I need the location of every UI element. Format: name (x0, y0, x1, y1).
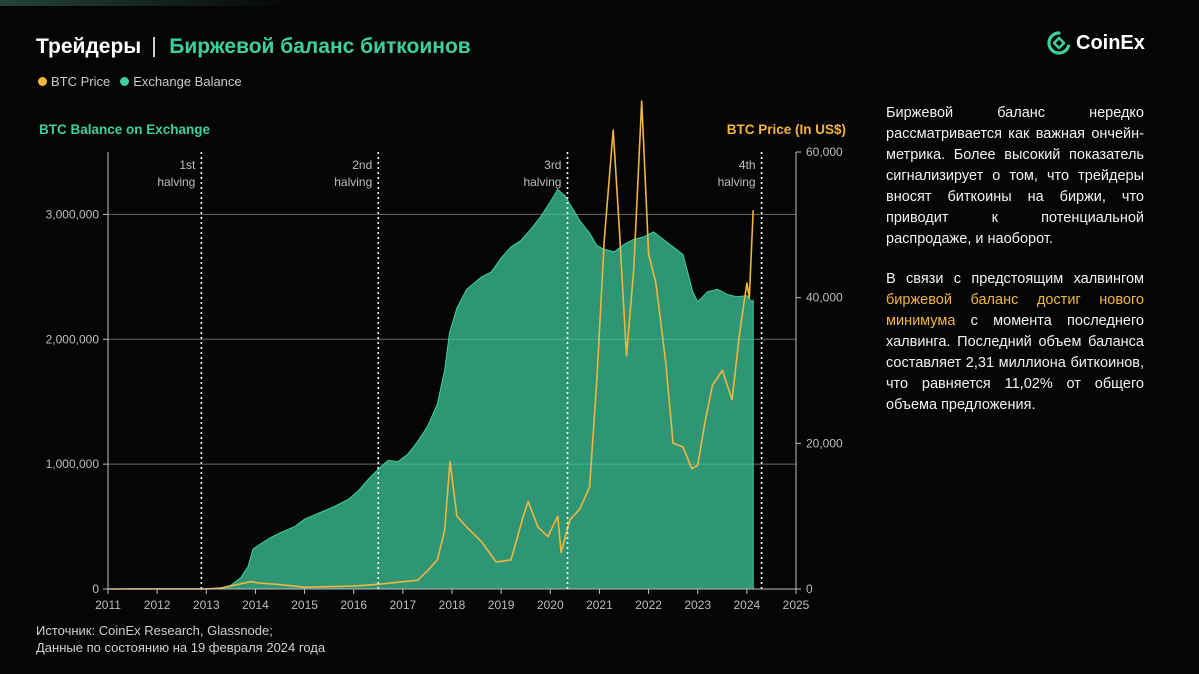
halving-label-word: halving (523, 175, 561, 189)
left-axis-title: BTC Balance on Exchange (39, 122, 211, 137)
x-tick-label: 2014 (242, 598, 269, 612)
x-tick-label: 2015 (291, 598, 318, 612)
source-line-2: Данные по состоянию на 19 февраля 2024 г… (36, 640, 326, 655)
header: Трейдеры Биржевой баланс биткоинов (36, 32, 471, 62)
left-tick-label: 1,000,000 (46, 457, 100, 471)
legend-label-exchange-balance: Exchange Balance (133, 74, 242, 89)
x-tick-label: 2016 (340, 598, 367, 612)
legend-dot-btc-price (38, 77, 47, 86)
legend-item-btc-price: BTC Price (38, 74, 110, 89)
x-tick-label: 2018 (439, 598, 466, 612)
x-tick-label: 2017 (390, 598, 417, 612)
right-tick-label: 60,000 (806, 145, 843, 159)
right-tick-label: 40,000 (806, 291, 843, 305)
right-tick-label: 20,000 (806, 436, 843, 450)
halving-label-number: 4th (739, 158, 756, 172)
source-line-1: Источник: CoinEx Research, Glassnode; (36, 623, 273, 638)
side-commentary: Биржевой баланс нередко рассматривается … (886, 103, 1144, 435)
source-note: Источник: CoinEx Research, Glassnode; Да… (36, 622, 325, 656)
halving-label-number: 1st (179, 158, 196, 172)
title-separator (153, 37, 156, 57)
axis-layer: 0 1,000,000 2,000,000 3,000,000 0 20,000 40,00… (46, 145, 843, 612)
logo-text: CoinEx (1076, 31, 1145, 54)
left-tick-label: 0 (92, 582, 99, 596)
btc-price-line (107, 100, 754, 590)
commentary-paragraph-1: Биржевой баланс нередко рассматривается … (886, 105, 1144, 247)
commentary-p2-start: В связи с предстоящим халвингом (886, 271, 1144, 287)
halving-label-number: 2nd (352, 158, 372, 172)
left-tick-label: 3,000,000 (46, 207, 100, 221)
legend-item-exchange-balance: Exchange Balance (120, 74, 242, 89)
legend-dot-exchange-balance (120, 77, 130, 86)
halving-label-number: 3rd (544, 158, 561, 172)
x-tick-label: 2020 (537, 598, 564, 612)
page-title: Трейдеры (36, 35, 142, 58)
x-tick-label: 2022 (635, 598, 662, 612)
x-tick-label: 2021 (586, 598, 613, 612)
x-tick-label: 2013 (193, 598, 220, 612)
halving-label-word: halving (718, 175, 756, 189)
x-tick-label: 2019 (488, 598, 515, 612)
legend: BTC Price Exchange Balance (38, 74, 252, 89)
x-tick-label: 2024 (734, 598, 761, 612)
halving-label-word: halving (157, 175, 195, 189)
legend-label-btc-price: BTC Price (51, 74, 111, 89)
balance-price-chart: BTC Balance on Exchange BTC Price (In US… (39, 100, 846, 612)
exchange-balance-area (215, 188, 754, 590)
coinex-logo-icon (1047, 31, 1071, 55)
x-tick-label: 2023 (684, 598, 711, 612)
commentary-highlight: биржевой баланс достиг нового минимума (886, 292, 1144, 329)
coinex-logo: CoinEx (1046, 30, 1145, 56)
x-tick-label: 2012 (144, 598, 171, 612)
top-glow (0, 0, 300, 6)
right-axis-title: BTC Price (In US$) (727, 122, 846, 137)
right-tick-label: 0 (806, 582, 813, 596)
halving-label-word: halving (334, 175, 372, 189)
halving-layer: 1st halving 2nd halving 3rd halving 4th halving (157, 152, 763, 589)
left-tick-label: 2,000,000 (46, 332, 100, 346)
commentary-p2-end: с момента последнего халвинга. Последний… (886, 313, 1144, 413)
commentary-paragraph-2: В связи с предстоящим халвингом биржевой… (886, 269, 1144, 416)
area-layer (215, 188, 754, 590)
price-layer (107, 100, 754, 590)
x-tick-label: 2025 (783, 598, 810, 612)
x-tick-label: 2011 (95, 598, 121, 612)
page-subtitle: Биржевой баланс биткоинов (169, 35, 471, 58)
